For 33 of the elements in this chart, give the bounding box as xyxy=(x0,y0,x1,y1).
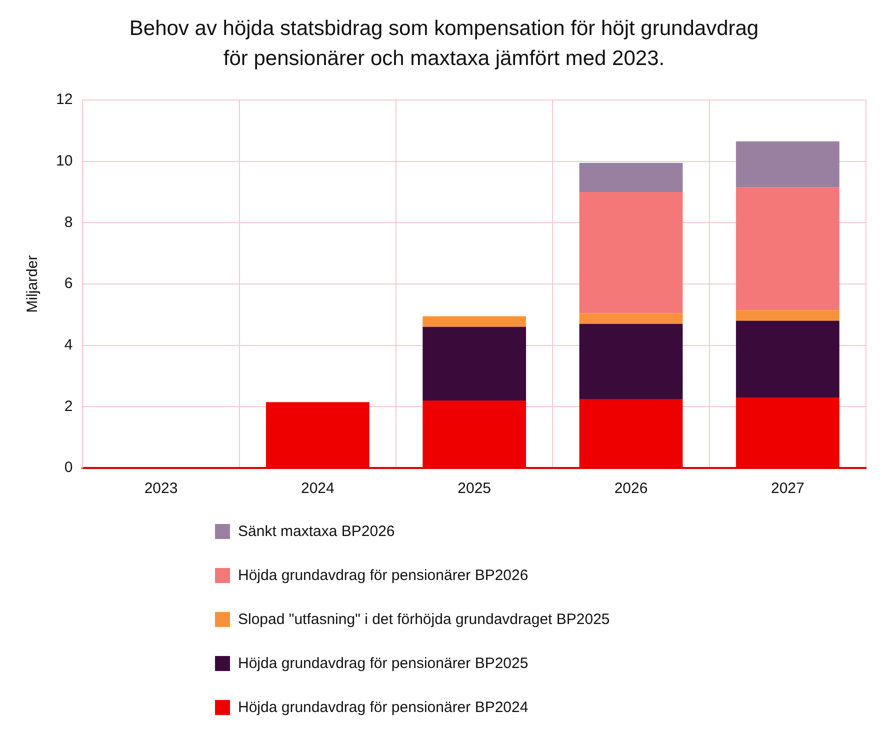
chart-title: Behov av höjda statsbidrag som kompensation för höjt grundavdrag för pensionärer och maxtaxa jämfört med 2023. xyxy=(128,16,760,72)
legend-label: Höjda grundavdrag för pensionärer BP2024 xyxy=(238,698,528,716)
y-tick-label: 12 xyxy=(56,91,73,108)
legend-label: Slopad "utfasning" i det förhöjda grundavdraget BP2025 xyxy=(238,610,610,628)
y-tick-label: 2 xyxy=(64,398,73,415)
y-tick-label: 0 xyxy=(64,459,73,476)
bar xyxy=(579,324,683,399)
bar xyxy=(579,399,683,468)
x-tick-label: 2023 xyxy=(144,480,178,498)
y-tick-label: 8 xyxy=(64,214,73,231)
bar xyxy=(266,402,370,468)
bar xyxy=(422,400,526,468)
y-tick-label: 6 xyxy=(64,275,73,292)
x-tick-label: 2026 xyxy=(614,480,648,498)
bar xyxy=(736,187,840,310)
bar xyxy=(736,397,840,468)
y-axis-title: Miljarder xyxy=(24,255,42,313)
bar xyxy=(579,192,683,314)
bar xyxy=(736,310,840,321)
bar xyxy=(736,141,840,188)
bar xyxy=(579,162,683,192)
legend-label: Sänkt maxtaxa BP2026 xyxy=(238,522,395,540)
bar xyxy=(422,326,526,401)
x-tick-label: 2027 xyxy=(770,480,804,498)
legend-label: Höjda grundavdrag för pensionärer BP2026 xyxy=(238,566,528,584)
y-tick-label: 10 xyxy=(56,152,73,170)
y-tick-label: 4 xyxy=(64,336,73,354)
x-tick-label: 2025 xyxy=(458,480,492,498)
bar xyxy=(736,320,840,398)
x-tick-label: 2024 xyxy=(300,480,334,498)
bar xyxy=(422,316,526,327)
legend-label: Höjda grundavdrag för pensionärer BP2025 xyxy=(238,654,528,672)
bar xyxy=(579,313,683,324)
